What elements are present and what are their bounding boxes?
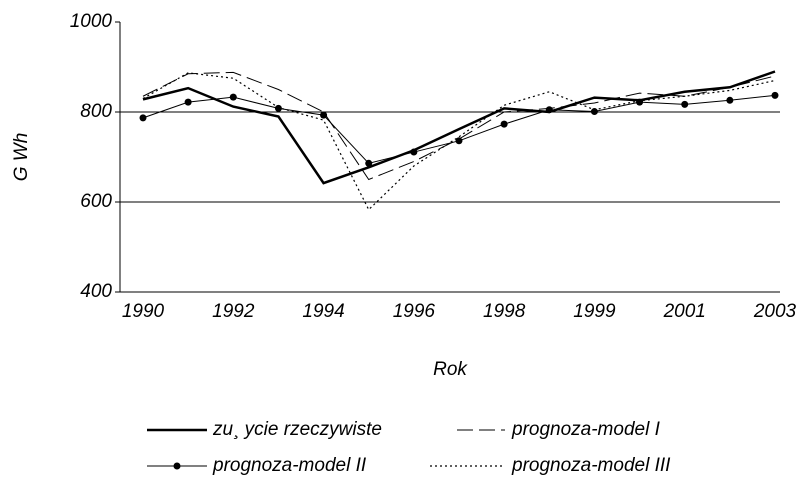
- data-point: [771, 91, 779, 99]
- y-tick-label: 1000: [70, 11, 113, 32]
- data-point: [139, 114, 147, 122]
- x-axis-label: Rok: [433, 359, 468, 380]
- legend-label: prognoza-model I: [511, 419, 661, 440]
- x-tick-label: 1999: [573, 301, 616, 322]
- legend-marker: [173, 462, 181, 470]
- x-tick-label: 1994: [302, 301, 344, 322]
- y-tick-label: 400: [80, 281, 112, 302]
- data-point: [184, 98, 192, 106]
- data-point: [726, 96, 734, 104]
- x-tick-label: 1998: [483, 301, 526, 322]
- series-line: [142, 72, 776, 211]
- data-point: [636, 98, 644, 106]
- y-tick-label: 600: [80, 191, 112, 212]
- data-point: [500, 120, 508, 128]
- x-tick-label: 2003: [753, 301, 797, 322]
- legend-label: zu¸ ycie rzeczywiste: [212, 419, 382, 440]
- legend-label: prognoza-model II: [212, 455, 367, 476]
- x-tick-label: 1996: [393, 301, 436, 322]
- x-tick-label: 1990: [122, 301, 165, 322]
- data-point: [590, 108, 598, 116]
- data-point: [320, 111, 328, 119]
- x-tick-label: 1992: [212, 301, 255, 322]
- data-point: [455, 137, 463, 145]
- legend-label: prognoza-model III: [511, 455, 671, 476]
- data-point: [410, 148, 418, 156]
- series-line: [142, 70, 776, 185]
- data-point: [681, 100, 689, 108]
- x-tick-label: 2001: [663, 301, 706, 322]
- y-tick-label: 800: [80, 101, 112, 122]
- series-line: [142, 71, 776, 181]
- y-axis-label: G Wh: [11, 133, 32, 182]
- data-point: [229, 93, 237, 101]
- data-point: [365, 159, 373, 167]
- data-point: [274, 104, 282, 112]
- data-point: [545, 106, 553, 114]
